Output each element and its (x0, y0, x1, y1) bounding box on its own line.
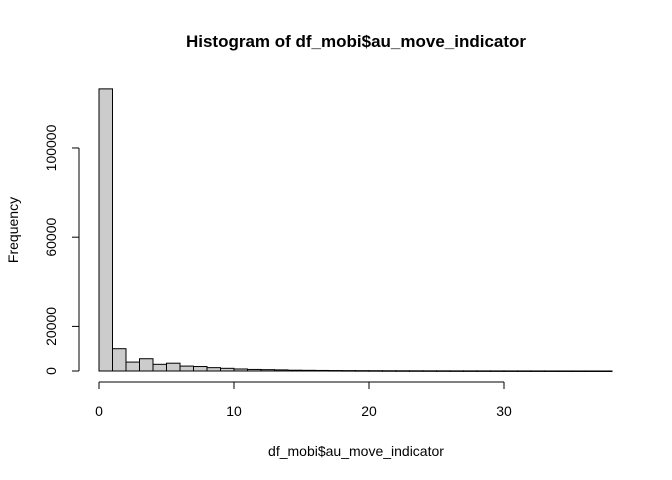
bars (98, 88, 613, 372)
x-tick-label: 0 (95, 403, 103, 419)
histogram-bar (166, 362, 181, 372)
histogram-bar (341, 370, 356, 372)
histogram-bar (584, 370, 599, 372)
histogram-bar (139, 358, 154, 372)
histogram-bar (557, 370, 572, 372)
y-axis-label: Frequency (5, 197, 21, 263)
histogram-bar (301, 369, 316, 372)
histogram-bar (544, 370, 559, 372)
histogram-bar (328, 370, 343, 372)
y-tick-label: 100000 (43, 124, 59, 171)
x-tick-label: 30 (496, 403, 512, 419)
histogram-bar (314, 369, 329, 372)
histogram-bar (260, 369, 275, 372)
x-tick-label: 10 (226, 403, 242, 419)
y-tick-label: 20000 (43, 307, 59, 346)
x-axis: 0 10 20 30 (95, 381, 512, 419)
histogram-bar (152, 363, 167, 372)
histogram-bar (463, 370, 478, 372)
histogram-bar (355, 370, 370, 372)
histogram-bar (98, 88, 113, 372)
histogram-bar (409, 370, 424, 372)
histogram-bar (206, 367, 221, 372)
y-tick-label: 60000 (43, 218, 59, 257)
x-axis-label: df_mobi$au_move_indicator (268, 443, 444, 459)
histogram-bar (449, 370, 464, 372)
histogram-bar (598, 370, 613, 372)
histogram-bar (247, 368, 262, 372)
histogram-bar (422, 370, 437, 372)
histogram-bar (233, 368, 248, 372)
x-tick-label: 20 (361, 403, 377, 419)
histogram-bar (517, 370, 532, 372)
histogram-bar (193, 366, 208, 372)
histogram-bar (179, 365, 194, 372)
histogram-bar (476, 370, 491, 372)
histogram-bar (530, 370, 545, 372)
y-axis: 0 20000 60000 100000 (43, 124, 80, 375)
histogram-bar (395, 370, 410, 372)
chart-title: Histogram of df_mobi$au_move_indicator (186, 32, 526, 51)
histogram-bar (287, 369, 302, 372)
histogram-bar (125, 361, 140, 372)
histogram-bar (112, 348, 127, 372)
histogram-bar (436, 370, 451, 372)
histogram-bar (571, 370, 586, 372)
y-tick-label: 0 (43, 367, 59, 375)
histogram-bar (382, 370, 397, 372)
histogram-bar (490, 370, 505, 372)
histogram-bar (274, 369, 289, 372)
histogram-bar (220, 367, 235, 372)
histogram-bar (503, 370, 518, 372)
histogram-bar (368, 370, 383, 372)
